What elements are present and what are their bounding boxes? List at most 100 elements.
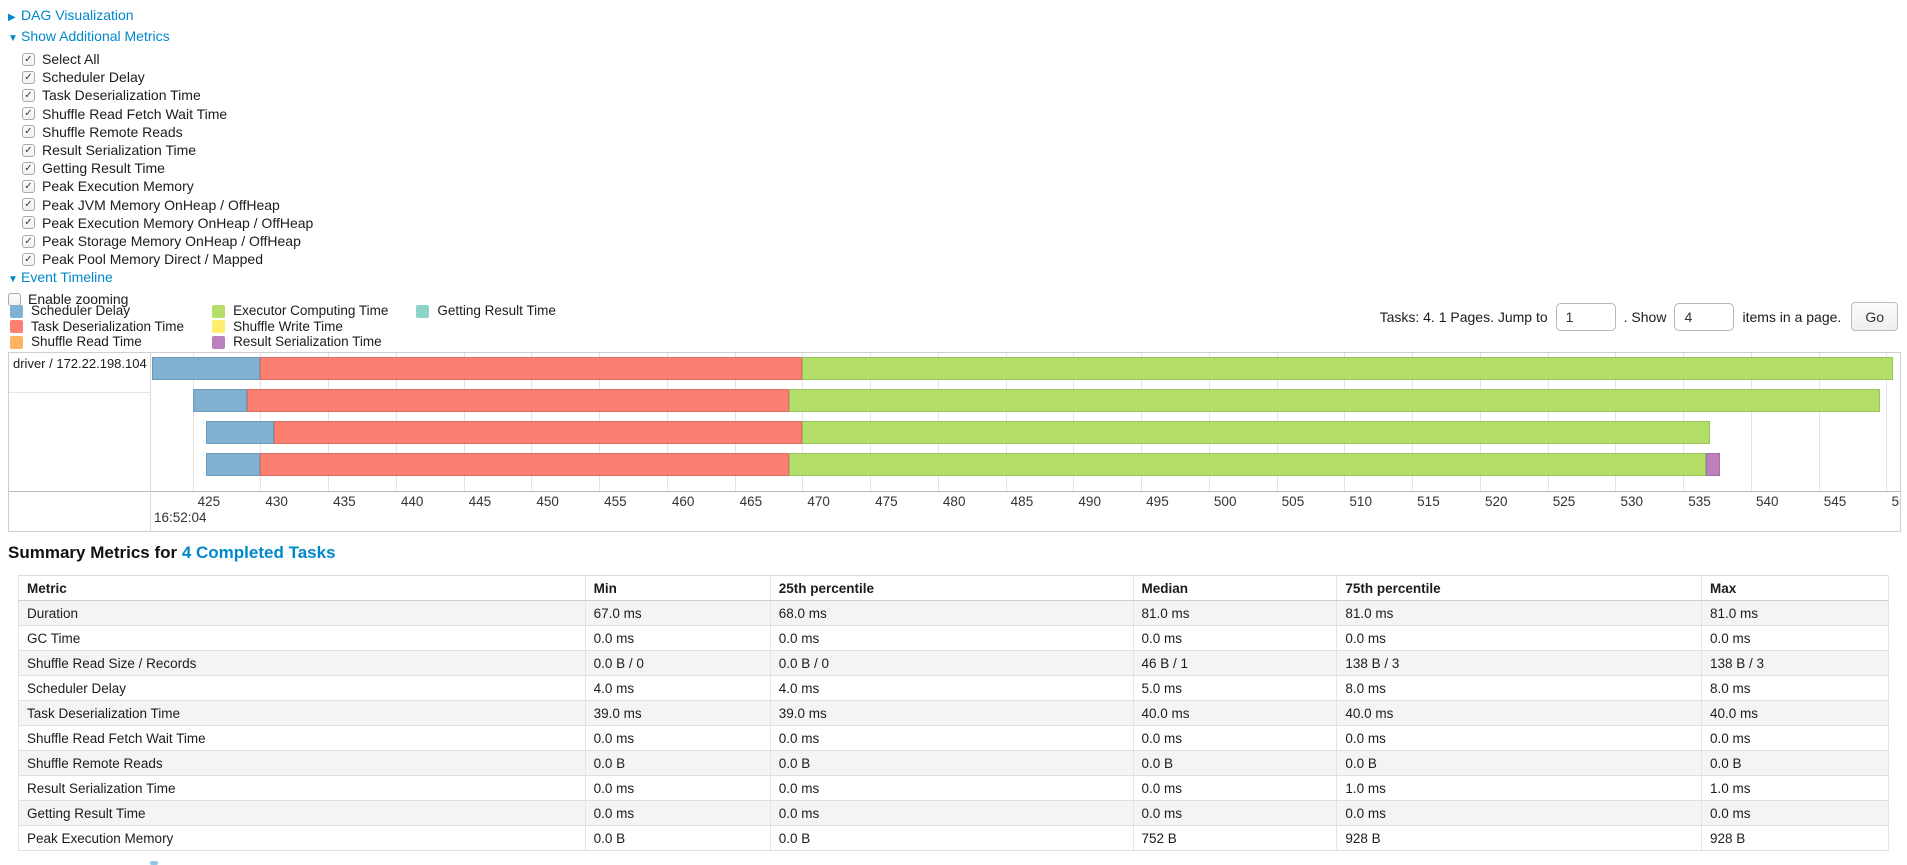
metric-checkbox-label: Peak Pool Memory Direct / Mapped: [42, 251, 263, 268]
metric-checkbox-item[interactable]: Peak JVM Memory OnHeap / OffHeap: [22, 196, 313, 214]
task-bar-segment-scheduler-delay[interactable]: [192, 389, 247, 412]
checkbox-icon[interactable]: [22, 234, 35, 248]
dag-visualization-toggle[interactable]: ▶ DAG Visualization: [8, 6, 313, 27]
table-cell: 0.0 ms: [584, 800, 771, 826]
legend-item: Shuffle Read Time: [10, 335, 184, 350]
column-header: Metric: [18, 575, 586, 601]
completed-tasks-link[interactable]: 4 Completed Tasks: [181, 543, 336, 562]
table-cell: 0.0 ms: [1700, 725, 1890, 751]
jump-to-page-input[interactable]: [1555, 302, 1616, 331]
legend-swatch-icon: [416, 304, 430, 318]
chart-plot-area[interactable]: [152, 353, 1900, 491]
table-cell: 0.0 ms: [769, 725, 1134, 751]
task-bar-segment-task-deserialization[interactable]: [246, 389, 789, 412]
table-cell: 928 B: [1336, 825, 1702, 851]
table-cell: 0.0 B: [584, 750, 771, 776]
table-cell: 0.0 ms: [1700, 800, 1890, 826]
table-cell: 0.0 ms: [584, 725, 771, 751]
table-cell: Shuffle Read Size / Records: [18, 650, 586, 676]
checkbox-icon[interactable]: [22, 89, 35, 102]
axis-tick-label: 515: [1417, 494, 1440, 509]
metric-checkbox-item[interactable]: Task Deserialization Time: [22, 86, 313, 104]
axis-tick-label: 425: [197, 494, 221, 509]
legend-swatch-icon: [212, 335, 226, 349]
task-bar-segment-executor-computing[interactable]: [802, 421, 1711, 444]
metric-checkbox-item[interactable]: Result Serialization Time: [22, 141, 313, 159]
table-cell: 0.0 B: [769, 750, 1134, 776]
column-header: 25th percentile: [769, 575, 1134, 601]
checkbox-icon[interactable]: [22, 161, 35, 175]
table-cell: 0.0 ms: [1336, 625, 1702, 651]
task-bar-segment-executor-computing[interactable]: [788, 453, 1707, 476]
task-bar-segment-result-serialization[interactable]: [1706, 453, 1720, 476]
go-button[interactable]: Go: [1851, 302, 1898, 331]
table-cell: 1.0 ms: [1336, 775, 1702, 801]
table-cell: 0.0 B / 0: [584, 650, 771, 676]
table-row: Task Deserialization Time 39.0 ms 39.0 ms 4…: [18, 700, 1890, 726]
metric-checkbox-item[interactable]: Peak Execution Memory OnHeap / OffHeap: [22, 214, 313, 232]
checkbox-icon[interactable]: [22, 52, 35, 66]
task-bar-segment-task-deserialization[interactable]: [273, 421, 803, 444]
enable-zooming-row[interactable]: Enable zooming: [8, 290, 313, 308]
metric-checkbox-item[interactable]: Getting Result Time: [22, 159, 313, 177]
checkbox-icon[interactable]: [22, 70, 35, 84]
table-cell: 752 B: [1132, 825, 1338, 851]
table-row: Scheduler Delay 4.0 ms 4.0 ms 5.0 ms 8.0 ms 8…: [18, 675, 1890, 701]
table-cell: 81.0 ms: [1336, 600, 1702, 626]
table-cell: 928 B: [1700, 825, 1890, 851]
task-bar-segment-task-deserialization[interactable]: [260, 453, 789, 476]
axis-tick-label: 450: [536, 494, 559, 509]
axis-tick-label: 535: [1688, 494, 1711, 509]
legend-label: Shuffle Write Time: [233, 318, 343, 334]
task-bar-segment-scheduler-delay[interactable]: [206, 421, 274, 444]
table-cell: Duration: [18, 600, 586, 626]
items-per-page-input[interactable]: [1674, 302, 1735, 331]
checkbox-icon[interactable]: [22, 252, 35, 266]
table-row: Peak Execution Memory 0.0 B 0.0 B 752 B 928 …: [18, 825, 1890, 851]
checkbox-icon[interactable]: [22, 180, 35, 194]
checkbox-icon[interactable]: [22, 216, 35, 230]
pagination-controls: Tasks: 4. 1 Pages. Jump to . Show items …: [1380, 302, 1898, 331]
task-bar-segment-executor-computing[interactable]: [802, 357, 1894, 380]
task-bar-segment-scheduler-delay[interactable]: [152, 357, 261, 380]
checkbox-icon[interactable]: [22, 107, 35, 121]
table-cell: 0.0 B: [1700, 750, 1890, 776]
axis-tick-label: 550: [1891, 494, 1900, 509]
event-timeline-label: Event Timeline: [21, 269, 113, 286]
column-header: Min: [584, 575, 771, 601]
task-bar-segment-task-deserialization[interactable]: [260, 357, 803, 380]
clipped-link-fragment: [150, 861, 158, 865]
legend-pagination-band: Scheduler Delay Task Deserialization Time…: [8, 302, 1898, 350]
legend-item: Executor Computing Time: [212, 303, 388, 319]
table-cell: 8.0 ms: [1336, 675, 1702, 701]
metric-checkbox-item[interactable]: Peak Pool Memory Direct / Mapped: [22, 250, 313, 268]
chart-group-labels: driver / 172.22.198.104: [9, 353, 151, 531]
items-per-page-label: items in a page.: [1742, 308, 1842, 325]
metric-checkbox-item[interactable]: Shuffle Remote Reads: [22, 123, 313, 141]
table-cell: 5.0 ms: [1132, 675, 1338, 701]
checkbox-icon[interactable]: [22, 198, 35, 212]
table-cell: Shuffle Read Fetch Wait Time: [18, 725, 586, 751]
table-cell: 1.0 ms: [1700, 775, 1890, 801]
show-label: . Show: [1623, 308, 1667, 325]
table-cell: 0.0 B: [1132, 750, 1338, 776]
checkbox-icon[interactable]: [22, 125, 35, 139]
enable-zooming-label: Enable zooming: [28, 291, 129, 308]
checkbox-icon[interactable]: [22, 143, 35, 157]
table-row: Shuffle Read Fetch Wait Time 0.0 ms 0.0 ms…: [18, 725, 1890, 751]
event-timeline-toggle[interactable]: ▼ Event Timeline: [8, 268, 313, 289]
metric-checkbox-item[interactable]: Shuffle Read Fetch Wait Time: [22, 105, 313, 123]
metric-checkbox-label: Getting Result Time: [42, 160, 165, 177]
metric-checkbox-item[interactable]: Scheduler Delay: [22, 68, 313, 86]
task-bar-segment-executor-computing[interactable]: [788, 389, 1880, 412]
legend-swatch-icon: [10, 320, 23, 334]
task-bar-segment-scheduler-delay[interactable]: [206, 453, 261, 476]
table-cell: Scheduler Delay: [18, 675, 586, 701]
metric-checkbox-item[interactable]: Peak Execution Memory: [22, 177, 313, 195]
metric-checkbox-item[interactable]: Peak Storage Memory OnHeap / OffHeap: [22, 232, 313, 250]
show-additional-metrics-toggle[interactable]: ▼ Show Additional Metrics: [8, 27, 313, 48]
table-cell: 0.0 B: [1336, 750, 1702, 776]
axis-tick-label: 440: [400, 494, 424, 509]
table-row: Result Serialization Time 0.0 ms 0.0 ms 0.0…: [18, 775, 1890, 801]
metric-checkbox-item[interactable]: Select All: [22, 50, 313, 68]
